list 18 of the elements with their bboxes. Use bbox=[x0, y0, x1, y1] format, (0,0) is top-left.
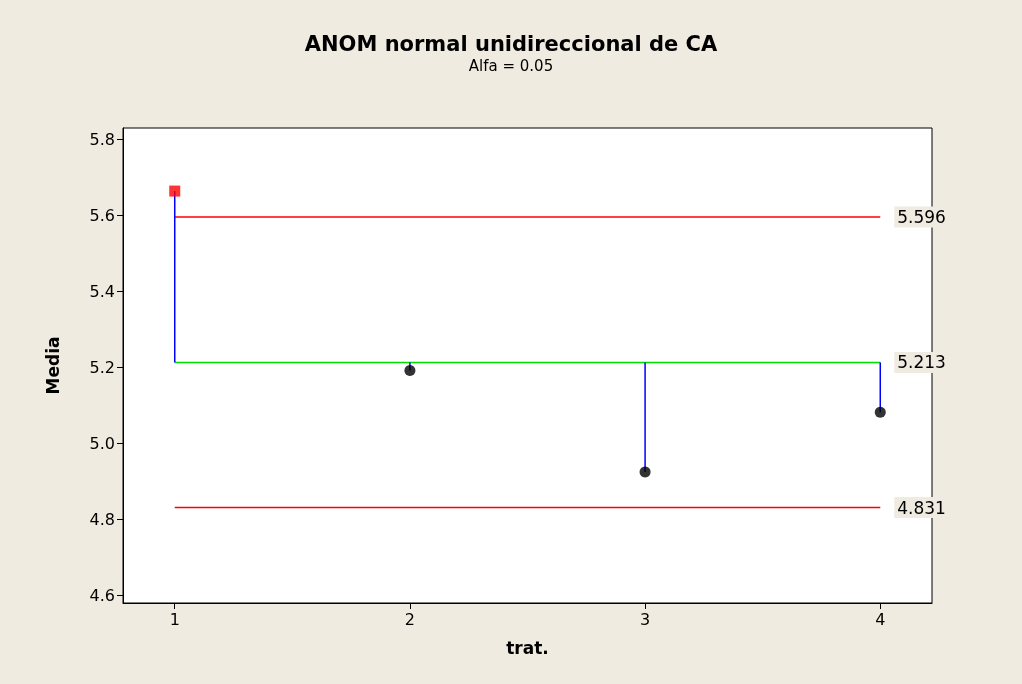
ref-line-label: 5.213 bbox=[897, 352, 946, 373]
y-tick-label: 4.8 bbox=[89, 509, 115, 529]
chart-title: ANOM normal unidireccional de CA bbox=[304, 31, 718, 56]
y-tick-label: 4.6 bbox=[89, 585, 115, 605]
x-tick-label: 1 bbox=[169, 609, 180, 629]
x-tick-label: 2 bbox=[404, 609, 416, 629]
y-axis-title: Media bbox=[42, 336, 63, 395]
ref-line-label: 4.831 bbox=[897, 497, 946, 518]
y-tick-label: 5.4 bbox=[89, 281, 115, 301]
ref-line-label: 5.596 bbox=[897, 206, 946, 227]
x-tick-label: 4 bbox=[875, 609, 886, 629]
chart-subtitle: Alfa = 0.05 bbox=[468, 56, 554, 75]
y-tick-label: 5.0 bbox=[89, 433, 115, 453]
x-tick-label: 3 bbox=[639, 609, 651, 629]
y-tick-label: 5.6 bbox=[89, 205, 115, 225]
y-tick-label: 5.8 bbox=[89, 129, 115, 149]
x-axis-title: trat. bbox=[506, 637, 549, 658]
y-tick-label: 5.2 bbox=[89, 357, 115, 377]
